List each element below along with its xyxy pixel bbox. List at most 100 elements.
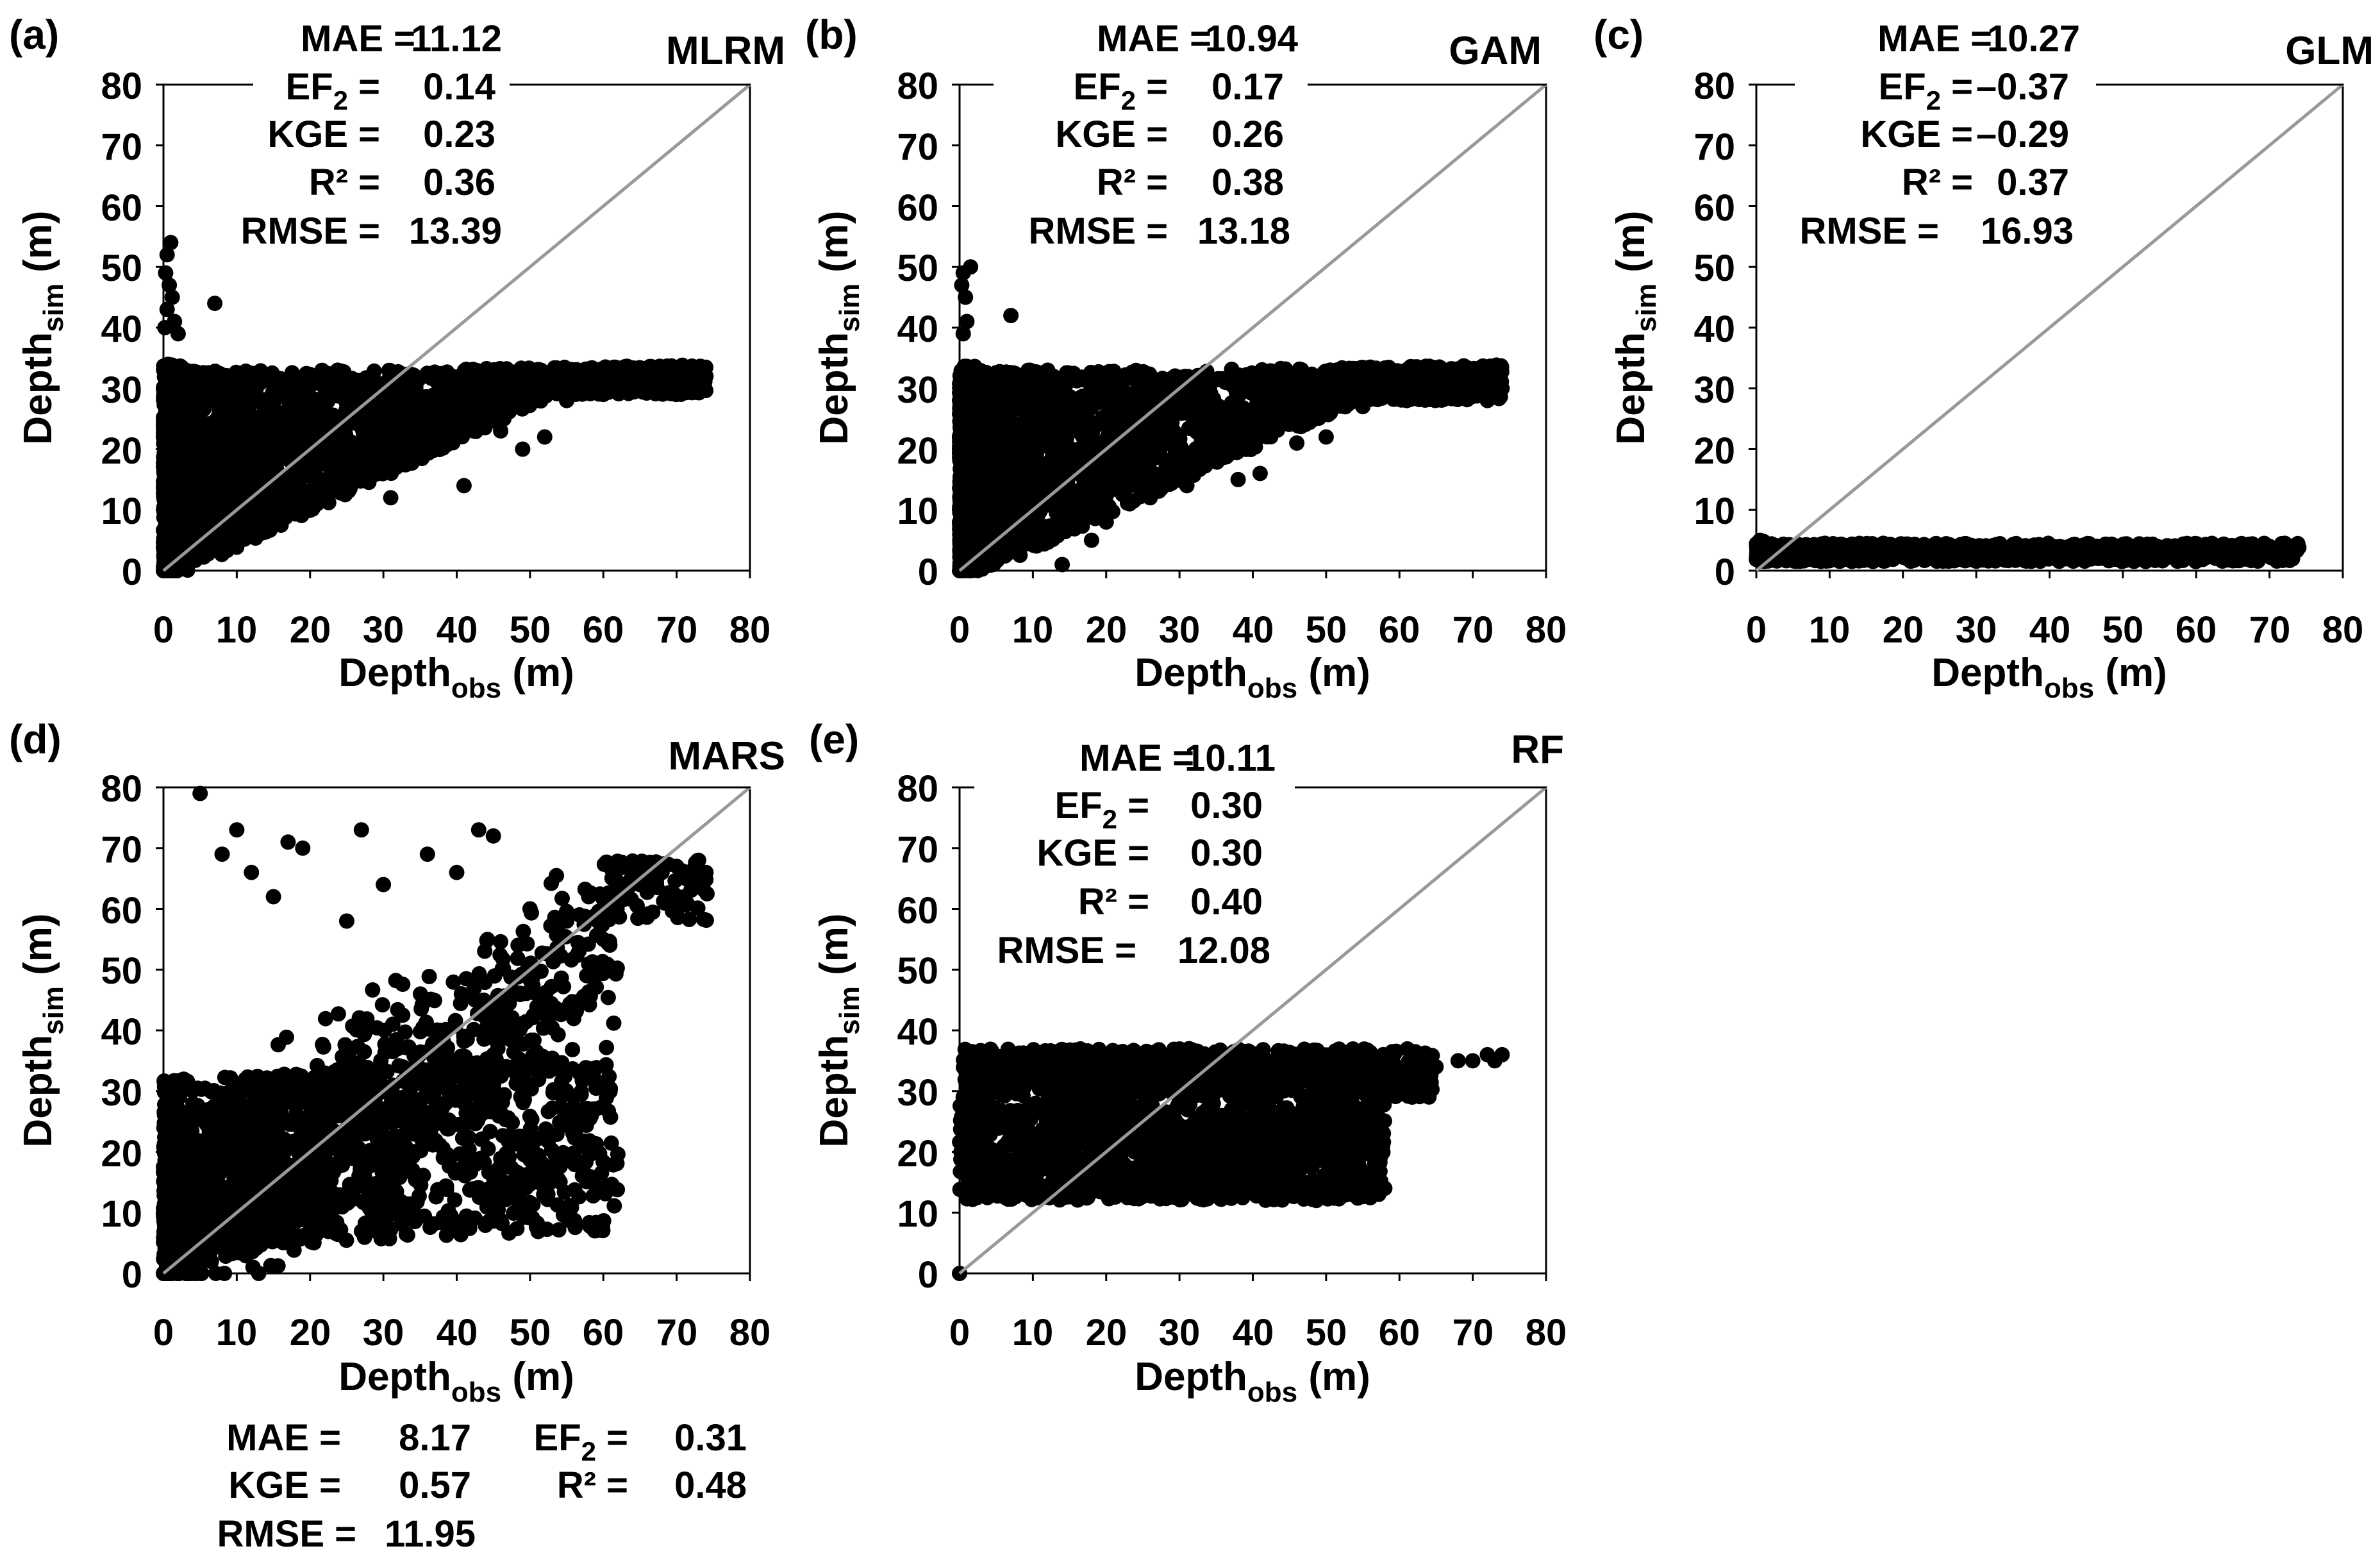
data-point [683, 374, 699, 390]
data-point [256, 400, 272, 416]
panel-a-model-label: MLRM [666, 29, 785, 73]
data-point [1001, 505, 1017, 521]
data-point [163, 235, 179, 251]
data-point [1047, 412, 1063, 428]
data-point [287, 369, 303, 385]
data-point [619, 376, 635, 392]
data-point [533, 390, 549, 407]
data-point [1033, 424, 1049, 440]
data-point [157, 320, 173, 335]
data-point [494, 409, 510, 425]
data-point [1203, 395, 1219, 411]
x-tick-label: 30 [363, 609, 404, 651]
stat-label: MAE = [301, 18, 415, 60]
data-point [1377, 383, 1393, 399]
panel-a-label: (a) [9, 12, 59, 58]
data-point [170, 326, 186, 342]
data-point [317, 406, 333, 422]
data-point [997, 485, 1013, 501]
x-tick-label: 20 [290, 609, 331, 651]
data-point [1186, 450, 1202, 466]
panel-a-x-tick-labels: 0 10 20 30 40 50 60 70 80 [153, 609, 770, 651]
data-point [1067, 367, 1083, 383]
data-point [310, 490, 326, 506]
data-point [463, 419, 479, 435]
data-point [256, 373, 272, 389]
data-point [1421, 385, 1437, 401]
data-point [234, 482, 250, 498]
data-point [1113, 437, 1129, 453]
data-point [316, 456, 332, 472]
data-point [1141, 425, 1157, 440]
data-point [331, 388, 347, 404]
data-point [1020, 391, 1036, 407]
stat-value: 0.23 [423, 113, 495, 155]
data-point [1190, 380, 1206, 396]
data-point [312, 376, 328, 392]
data-point [1019, 454, 1034, 470]
y-tick-label: 30 [101, 369, 142, 411]
y-tick-label: 60 [101, 187, 142, 229]
data-point [1288, 405, 1304, 421]
data-point [1231, 367, 1247, 383]
stat-label: RMSE = [240, 210, 380, 252]
panel-a: (a) MLRM 0 10 20 30 40 50 60 70 80 0 10 … [9, 5, 785, 704]
data-point [356, 447, 372, 463]
axis-title-sub: sim [38, 283, 69, 332]
data-point [1362, 359, 1378, 375]
y-tick-label: 50 [101, 247, 142, 289]
data-point [192, 462, 208, 478]
data-point [493, 423, 509, 439]
data-point [653, 373, 669, 389]
data-point [456, 478, 472, 494]
data-point [438, 437, 454, 453]
data-point [578, 383, 594, 399]
data-point [561, 378, 577, 394]
panel-a-plot [156, 83, 751, 578]
data-point [1202, 427, 1218, 443]
data-point [998, 371, 1013, 387]
data-point [226, 378, 242, 394]
data-point [269, 434, 285, 450]
data-point [537, 429, 553, 445]
data-point [1161, 461, 1177, 477]
data-point [172, 430, 188, 446]
data-point [333, 366, 349, 382]
data-point [203, 372, 219, 388]
axis-title-main: Depth [16, 332, 60, 445]
data-point [1217, 374, 1233, 390]
data-point [1073, 483, 1089, 499]
data-point [513, 360, 529, 376]
data-point [1117, 393, 1133, 409]
data-point [1006, 472, 1022, 488]
data-point [458, 395, 474, 411]
data-point [261, 454, 277, 470]
data-point [1294, 362, 1310, 378]
data-point [1269, 378, 1285, 394]
data-point [1220, 447, 1236, 463]
data-point [601, 361, 617, 377]
data-point [1005, 402, 1021, 418]
data-point [1058, 428, 1074, 444]
data-point [1081, 373, 1097, 389]
stat-value: 0.14 [423, 66, 495, 108]
data-point [1031, 478, 1047, 494]
data-point [172, 358, 188, 374]
data-point [1056, 449, 1071, 465]
x-tick-label: 50 [510, 609, 551, 651]
data-point [497, 364, 513, 380]
data-point [1083, 399, 1099, 415]
data-point [698, 368, 714, 384]
data-point [994, 443, 1010, 459]
data-point [669, 368, 685, 384]
data-point [1272, 403, 1288, 419]
x-tick-label: 60 [583, 609, 624, 651]
data-point [1251, 374, 1267, 390]
data-point [279, 506, 295, 522]
data-point [171, 373, 187, 389]
data-point [239, 509, 255, 525]
data-point [162, 442, 178, 458]
data-point [1108, 459, 1124, 475]
data-point [1164, 403, 1180, 418]
